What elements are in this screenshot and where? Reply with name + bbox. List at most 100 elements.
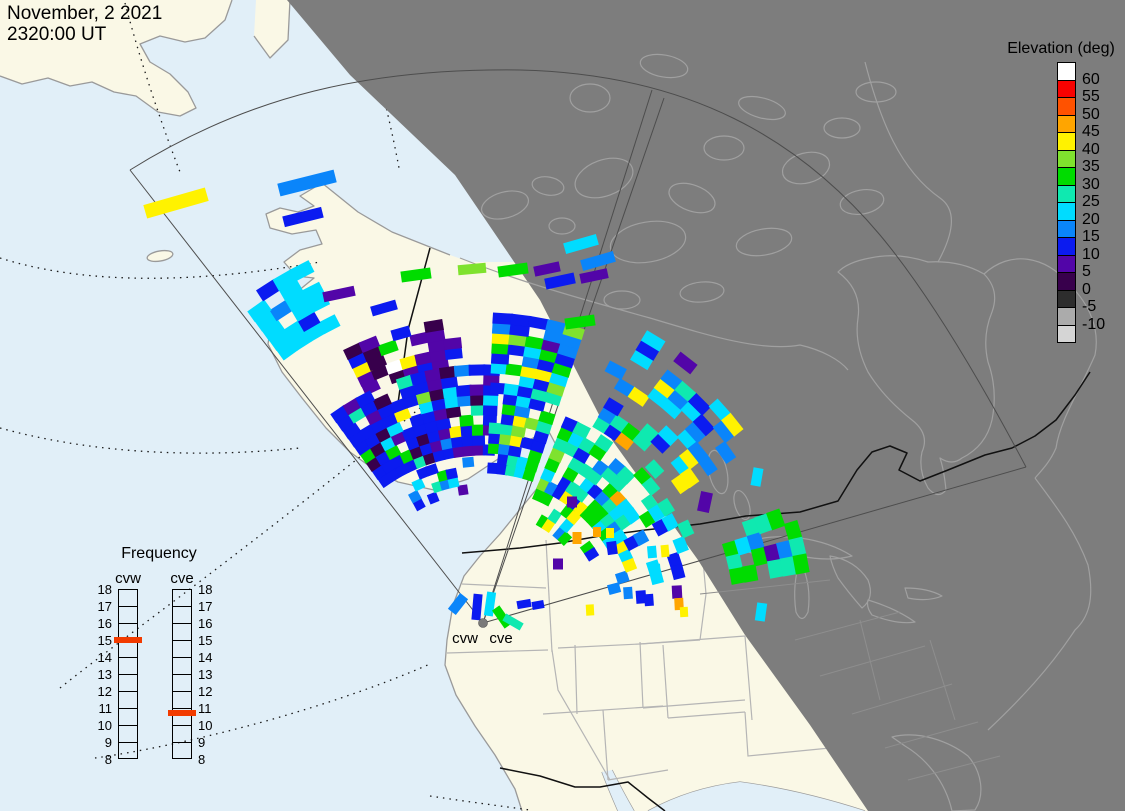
echo-cell-cve-south [677,519,695,539]
echo-cell [606,540,618,556]
state-borders-day [446,526,831,781]
freq-scale-name: cve [170,570,194,587]
echo-cell-cvw-core [442,385,460,399]
echo-cell-cve-outer [604,360,627,380]
echo-cell [544,272,576,290]
freq-tick-label: 16 [198,616,213,631]
elevation-tick-label: 55 [1082,88,1100,105]
echo-cell-cvw-right [491,332,512,345]
echo-cell [564,314,596,330]
freq-scale-divider [118,606,138,607]
echo-cell [671,585,683,599]
echo-cell-cvw-right [510,424,527,438]
freq-tick-label: 13 [198,667,213,682]
time-label: 2320:00 UT [7,24,107,45]
echo-cell-cvw-core [469,384,486,396]
radar-site-label: cvw [452,630,478,647]
echo-cell-cvw-purple-fringe [443,337,463,351]
echo-cell-cve-outer [630,349,654,371]
echo-cell-cve-outer [670,473,691,495]
echo-cell-cvw-core [409,412,427,428]
echo-cell-cvw-right [488,432,502,445]
elevation-swatch [1057,184,1076,203]
elevation-tick-label: 45 [1082,123,1100,140]
radar-site-label: cve [489,630,512,647]
elevation-swatch [1057,62,1076,81]
echo-cell-cvw-seward [247,299,272,323]
echo-cell-cve-outer [715,441,737,464]
echo-cell-cvw-inner [424,463,439,477]
echo-cell-cvw-seward [272,269,298,292]
freq-tick-label: 9 [198,735,206,750]
radar-site-dot [478,618,488,628]
echo-cell-cvw-seward [285,290,309,312]
echo-cell-cvw-seward [278,279,304,302]
echo-cell-cvw-core [450,435,465,449]
elevation-tick-label: 35 [1082,158,1100,175]
echo-cell-cve-south [672,536,689,555]
echo-cell-cve-south [607,582,622,595]
echo-cell-cve-lakes [750,546,769,567]
echo-cell-cvw-inner [462,456,475,468]
echo-cell-cvw-right [515,394,533,409]
echo-cell-cve-outer [640,330,666,352]
echo-cell-cvw-purple-fringe [427,338,447,353]
echo-cell-cve-outer [627,386,650,407]
echo-cell-cvw-purple-fringe [409,331,430,347]
elevation-tick-label: 60 [1082,70,1100,88]
freq-tick-label: 8 [104,752,112,767]
echo-cell-cve-mid [638,510,657,529]
echo-cell-cvw-core [389,397,409,414]
freq-tick-label: 15 [97,633,112,648]
radar-echo-cells [143,169,810,631]
echo-cell [679,606,689,618]
echo-cell-cvw-purple-fringe [358,335,381,353]
elevation-tick-label: 10 [1082,245,1100,263]
elevation-tick-label: 25 [1082,193,1100,210]
elevation-swatch [1057,79,1076,98]
echo-cell-cve-lakes [728,566,746,585]
echo-cell-cvw-right [516,385,535,399]
echo-cell-cvw-seward [269,299,294,322]
echo-cell [553,558,563,570]
elevation-swatch [1057,219,1076,238]
echo-cell-cve-south [621,557,638,573]
elevation-tick-label: 40 [1082,140,1100,158]
freq-tick-label: 11 [98,701,113,716]
echo-cell [674,597,684,611]
echo-cell-cvw-purple-fringe [347,351,369,369]
freq-scale-name: cvw [115,570,141,587]
echo-cell-cve-outer [644,459,665,479]
echo-cell-cve-outer [679,467,700,489]
echo-cell-cvw-core [471,424,486,436]
freq-marker [168,710,196,717]
elevation-tick-label: 20 [1082,210,1100,228]
freq-tick-label: 14 [198,650,213,665]
elevation-swatch [1057,237,1076,256]
echo-cell-cvw-core [409,370,429,386]
timestamp: November, 2 2021 2320:00 UT [7,3,162,45]
echo-cell-cve-lakes [734,536,753,556]
echo-cell [606,528,614,538]
freq-tick-label: 8 [198,752,206,767]
echo-cell-cvw-seward [297,311,321,332]
freq-tick-label: 12 [198,684,213,699]
echo-cell-cvw-right [505,363,524,377]
echo-cell-cve-mid [583,547,600,562]
echo-cell-cvw-right [489,382,507,395]
freq-tick-label: 16 [97,616,112,631]
echo-cell-cvw-core [423,419,441,434]
echo-cell-cvw-core [482,394,499,406]
echo-cell-cvw-purple-fringe [414,351,434,366]
echo-cell-cvw-right [503,383,521,397]
echo-cell-cve-outer [657,425,679,447]
echo-cell-cvw-core [437,427,453,441]
echo-cell-cvw-purple-fringe [352,360,373,378]
echo-cell [400,267,432,283]
freq-scale-divider [118,742,138,743]
echo-cell [282,206,324,228]
echo-cell-cvw-right [524,335,546,350]
echo-cell-cvw-core [459,414,474,427]
echo-cell-cvw-right [509,323,530,337]
echo-cell-cvw-core [449,425,464,439]
